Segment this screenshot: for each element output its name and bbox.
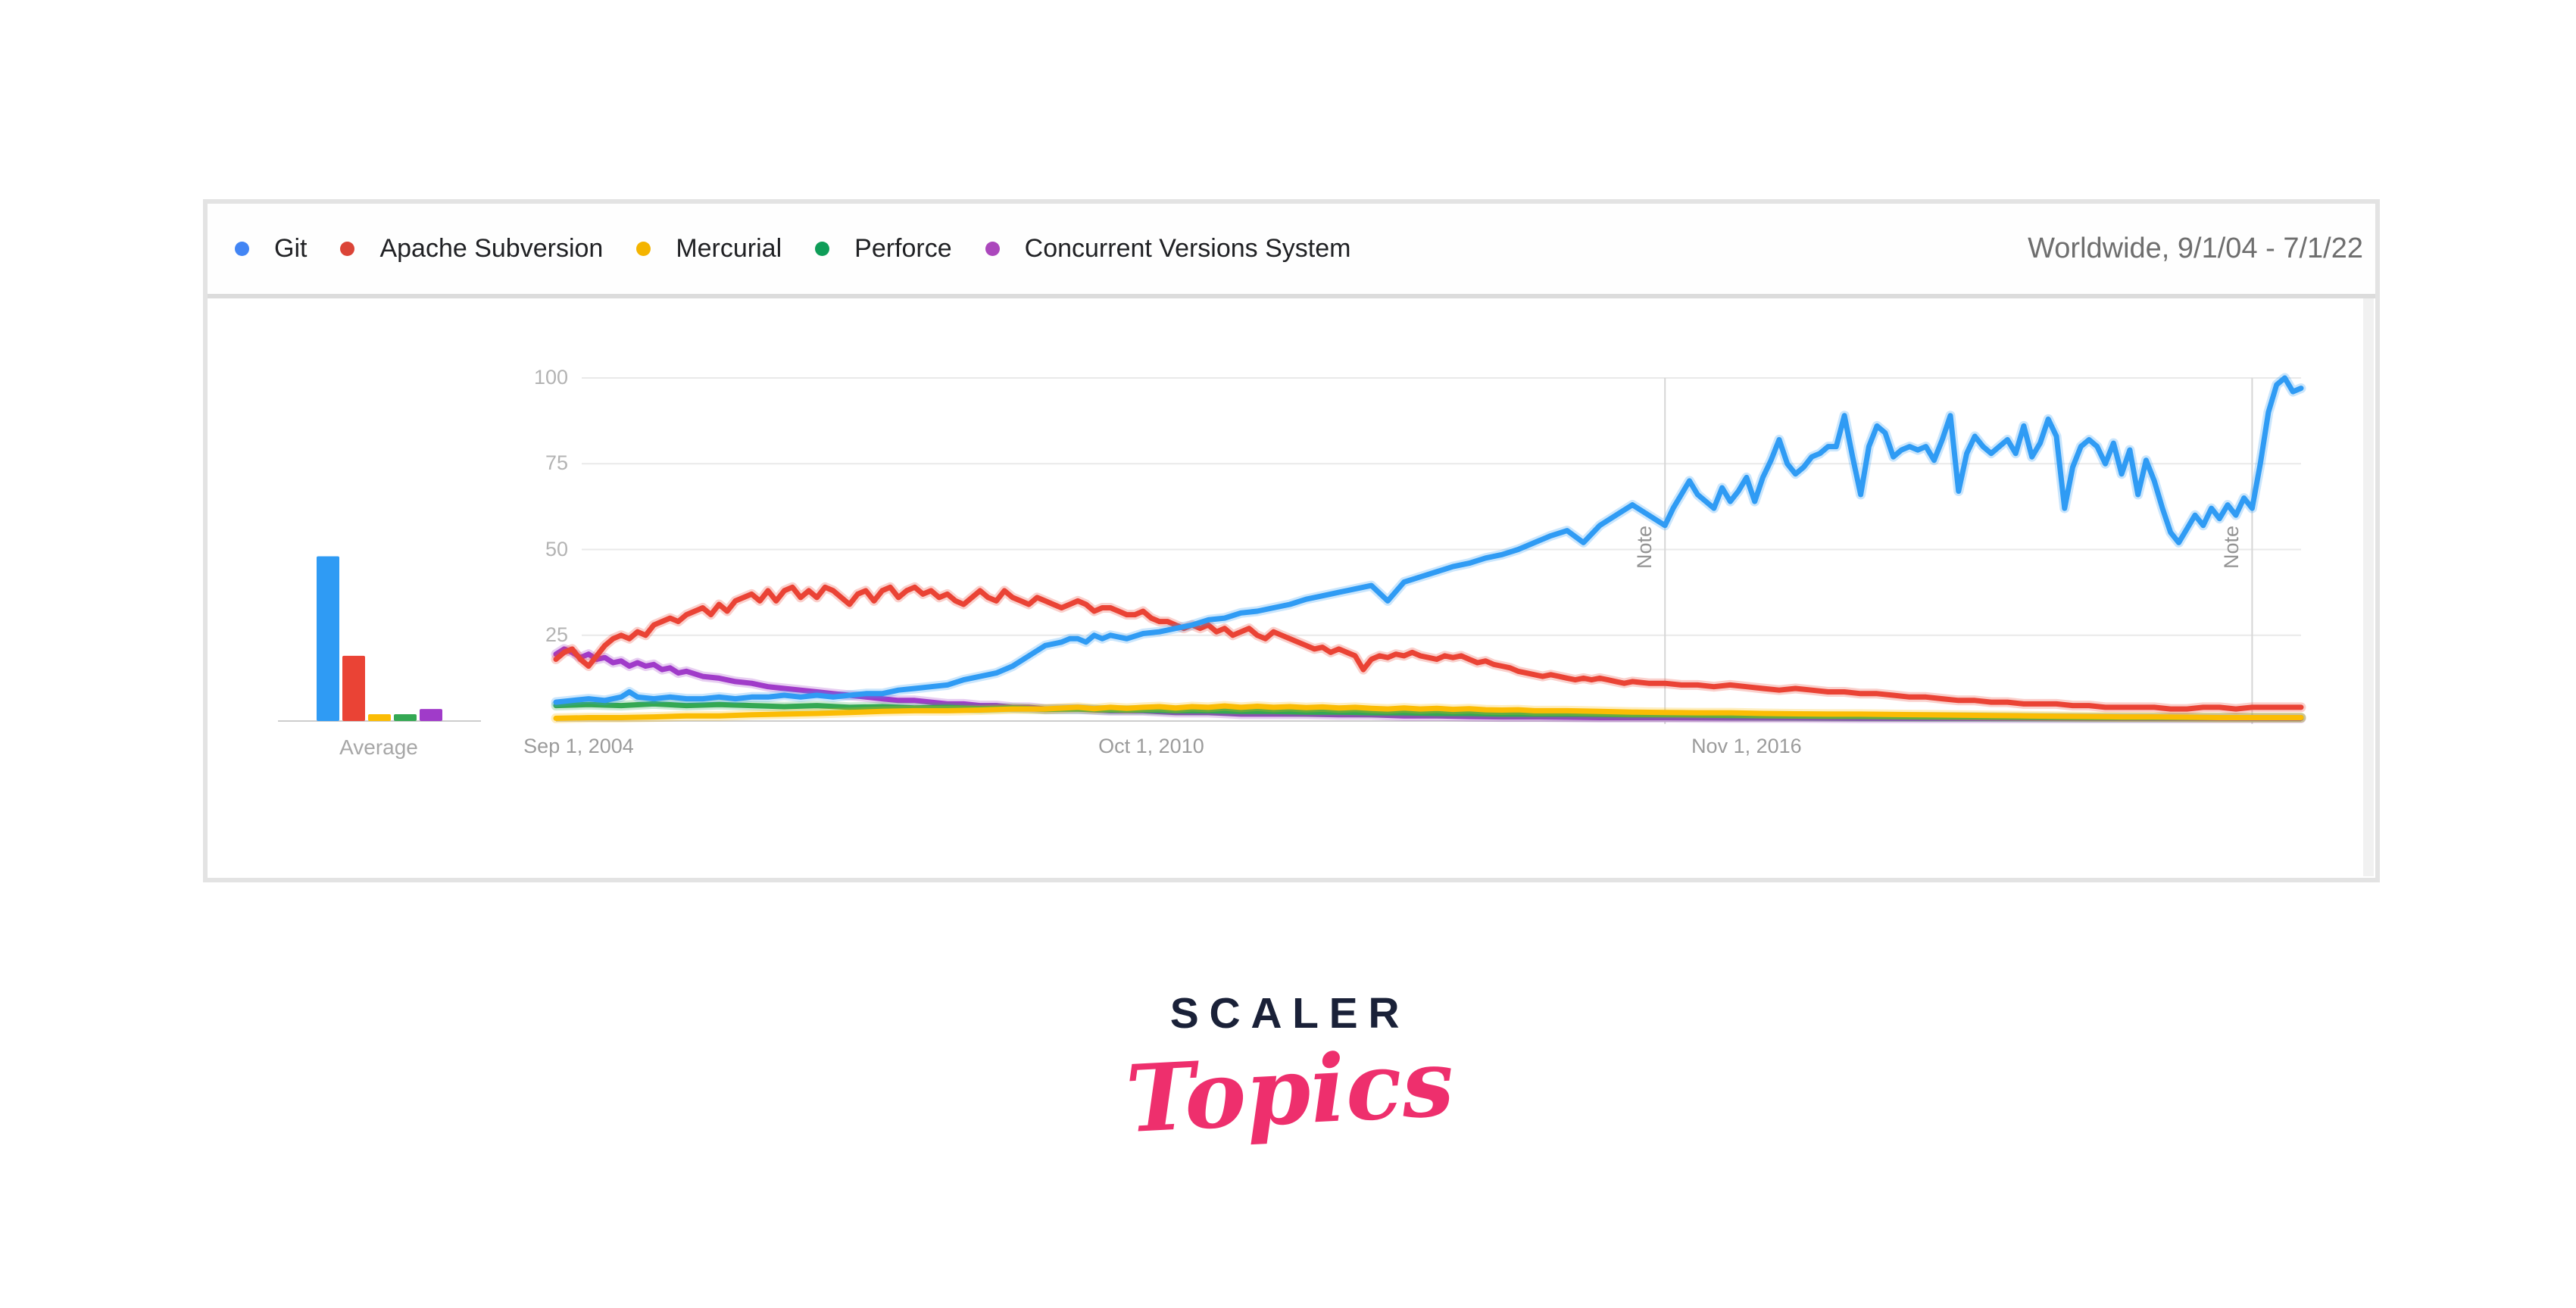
legend-label: Apache Subversion	[379, 234, 604, 263]
trends-line-chart[interactable]	[208, 298, 2375, 878]
scope-label: Worldwide, 9/1/04 - 7/1/22	[2028, 233, 2363, 264]
legend-label: Concurrent Versions System	[1024, 234, 1351, 263]
series-line-apache-subversion[interactable]	[553, 584, 2304, 712]
legend-dot	[815, 242, 830, 256]
legend-dot	[636, 242, 651, 256]
chart-region[interactable]: Average 25 50 75 100 Note Note Sep 1, 2004 Oct …	[208, 298, 2375, 878]
average-bar-git[interactable]	[317, 556, 339, 721]
series-line-git[interactable]	[553, 375, 2304, 705]
average-bar-apache-subversion[interactable]	[342, 655, 365, 721]
legend-dot	[340, 242, 355, 256]
legend-label: Git	[274, 234, 308, 263]
legend-header: Git Apache Subversion Mercurial Perforce Con…	[208, 204, 2375, 298]
legend-item: Apache Subversion	[340, 234, 603, 264]
average-bar-mercurial[interactable]	[368, 713, 391, 721]
legend-label: Mercurial	[676, 234, 782, 263]
legend-item: Mercurial	[636, 234, 782, 264]
y-axis-tick-100: 100	[533, 366, 568, 389]
legend-dot	[985, 242, 1000, 256]
average-axis-label: Average	[339, 735, 418, 759]
legend-item: Concurrent Versions System	[985, 234, 1351, 264]
legend: Git Apache Subversion Mercurial Perforce Con…	[235, 234, 1384, 264]
average-bar-perforce[interactable]	[394, 713, 417, 721]
average-bar-concurrent-versions-system[interactable]	[420, 709, 442, 721]
note-label-2[interactable]: Note	[2220, 525, 2243, 569]
legend-label: Perforce	[854, 234, 952, 263]
trends-widget-card: Git Apache Subversion Mercurial Perforce Con…	[203, 199, 2380, 882]
y-axis-tick-50: 50	[545, 537, 568, 560]
scrollbar-track[interactable]	[2363, 298, 2374, 876]
y-axis-tick-25: 25	[545, 623, 568, 646]
note-label-1[interactable]: Note	[1633, 525, 1656, 569]
logo-scaler-text: SCALER	[1169, 989, 1410, 1038]
scaler-topics-logo: SCALER Topics	[1123, 988, 1457, 1153]
logo-topics-text: Topics	[1123, 1027, 1457, 1154]
x-axis-tick: Sep 1, 2004	[523, 735, 634, 757]
x-axis-tick: Nov 1, 2016	[1691, 735, 1802, 757]
y-axis-tick-75: 75	[545, 451, 568, 475]
series-line-concurrent-versions-system[interactable]	[553, 646, 2304, 721]
x-axis-tick: Oct 1, 2010	[1098, 735, 1204, 757]
legend-dot	[235, 242, 249, 256]
legend-item: Perforce	[815, 234, 952, 264]
legend-item: Git	[235, 234, 307, 264]
series-line-mercurial[interactable]	[553, 703, 2304, 721]
